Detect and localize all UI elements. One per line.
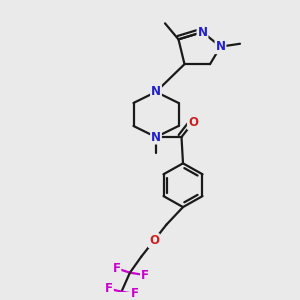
Text: N: N (151, 85, 161, 98)
Text: N: N (197, 26, 208, 39)
Text: F: F (112, 262, 120, 275)
Text: O: O (149, 234, 159, 247)
Text: O: O (188, 116, 198, 129)
Text: N: N (215, 40, 226, 53)
Text: F: F (131, 287, 139, 300)
Text: F: F (141, 268, 149, 281)
Text: N: N (151, 130, 161, 144)
Text: F: F (105, 282, 113, 295)
